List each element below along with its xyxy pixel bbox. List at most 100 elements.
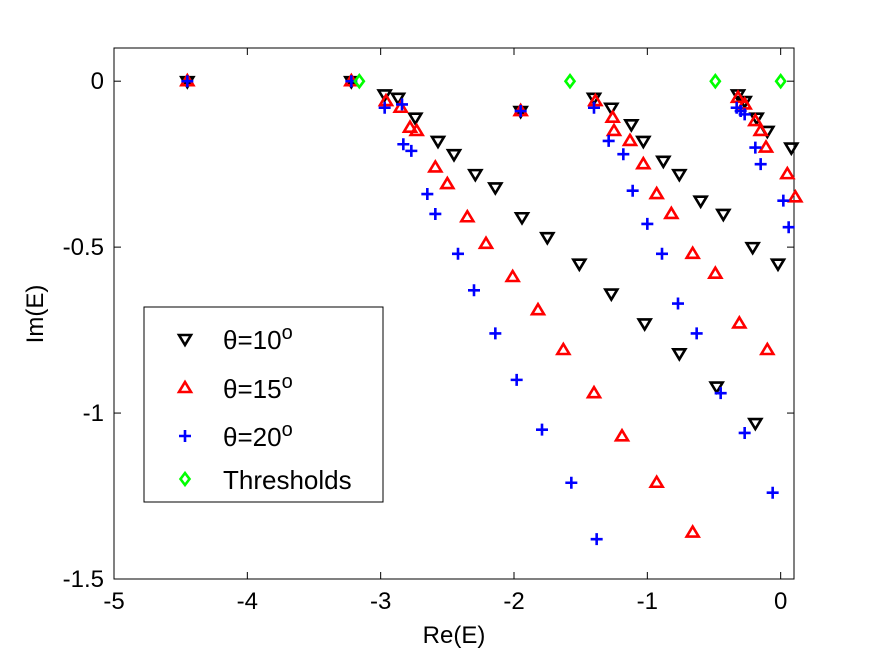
data-point <box>397 138 410 151</box>
y-axis-label: Im(E) <box>22 285 49 344</box>
data-point <box>445 148 463 163</box>
x-tick-label: -3 <box>370 588 391 615</box>
data-point <box>656 247 668 260</box>
data-point <box>603 102 620 117</box>
data-point <box>684 245 701 260</box>
data-point <box>747 112 764 127</box>
legend-label: θ=15o <box>223 371 293 404</box>
legend-label: Thresholds <box>223 465 352 495</box>
data-point <box>585 384 603 399</box>
data-point <box>514 105 527 118</box>
data-point <box>563 73 577 90</box>
data-point <box>635 155 652 170</box>
data-point <box>477 235 495 250</box>
data-point <box>467 168 484 183</box>
data-point <box>707 265 724 279</box>
data-point <box>752 122 769 137</box>
data-point <box>396 98 408 111</box>
data-point <box>504 268 521 283</box>
legend-marker <box>176 333 194 348</box>
data-point <box>648 185 665 200</box>
data-point <box>617 148 630 161</box>
data-point <box>565 476 578 489</box>
data-point <box>672 297 684 310</box>
data-point <box>671 348 688 362</box>
x-tick-label: -2 <box>503 588 524 615</box>
data-point <box>429 207 442 220</box>
data-point <box>747 417 764 432</box>
data-point <box>782 221 795 234</box>
data-point <box>692 195 709 210</box>
data-point <box>588 101 600 114</box>
data-point <box>777 194 790 207</box>
legend-label: θ=20o <box>223 419 293 452</box>
y-tick-label: 0 <box>91 68 104 95</box>
series-2 <box>181 75 795 546</box>
data-point <box>731 314 748 329</box>
data-point <box>407 112 424 127</box>
data-point <box>429 135 447 150</box>
data-point <box>555 341 572 356</box>
data-point <box>779 165 796 180</box>
data-point <box>709 73 722 90</box>
data-point <box>715 208 732 223</box>
data-point <box>744 241 761 256</box>
data-point <box>452 247 464 260</box>
legend-marker <box>178 470 192 488</box>
data-point <box>468 284 480 297</box>
data-point <box>602 134 615 147</box>
data-point <box>757 139 775 153</box>
data-point <box>539 231 556 246</box>
data-point <box>621 132 639 147</box>
data-point <box>529 301 547 316</box>
series-3 <box>353 73 787 90</box>
data-point <box>729 89 747 104</box>
data-points <box>179 72 804 546</box>
y-tick-label: -1 <box>83 400 104 427</box>
y-tick-label: -0.5 <box>63 234 104 261</box>
data-point <box>714 387 727 400</box>
data-point <box>181 75 194 88</box>
data-point <box>605 122 623 137</box>
axis-ticks: -5 -4 -3 -2 -1 0 0 -0.5 -1 -1.5 <box>63 48 794 615</box>
data-point <box>613 427 631 442</box>
data-point <box>353 73 366 90</box>
data-point <box>513 211 531 226</box>
data-point <box>738 108 751 121</box>
data-point <box>783 142 800 157</box>
data-point <box>769 258 787 273</box>
data-point <box>766 486 779 499</box>
data-point <box>459 208 476 223</box>
data-point <box>590 533 603 546</box>
series-1 <box>179 72 804 538</box>
x-tick-label: -5 <box>103 588 124 615</box>
data-point <box>684 524 701 538</box>
data-point <box>603 288 620 303</box>
data-point <box>690 327 703 340</box>
data-point <box>536 423 548 436</box>
data-point <box>439 175 456 190</box>
data-point <box>774 73 787 90</box>
data-point <box>408 122 425 137</box>
data-point <box>754 158 767 171</box>
data-point <box>655 155 672 170</box>
data-point <box>635 135 652 150</box>
x-tick-label: -4 <box>237 588 258 615</box>
legend: θ=10o θ=15o θ=20o Thresholds <box>143 306 384 503</box>
legend-marker <box>179 430 191 442</box>
legend-label: θ=10o <box>223 322 293 355</box>
data-point <box>648 474 665 489</box>
y-tick-label: -1.5 <box>63 566 104 593</box>
data-point <box>738 426 751 439</box>
data-point <box>405 144 418 157</box>
data-point <box>749 141 762 154</box>
data-point <box>401 119 419 133</box>
data-point <box>510 373 523 386</box>
legend-box <box>143 306 384 503</box>
data-point <box>636 318 653 332</box>
data-point <box>427 158 444 173</box>
x-tick-label: -1 <box>637 588 658 615</box>
data-point <box>626 184 639 197</box>
data-point <box>378 101 391 114</box>
